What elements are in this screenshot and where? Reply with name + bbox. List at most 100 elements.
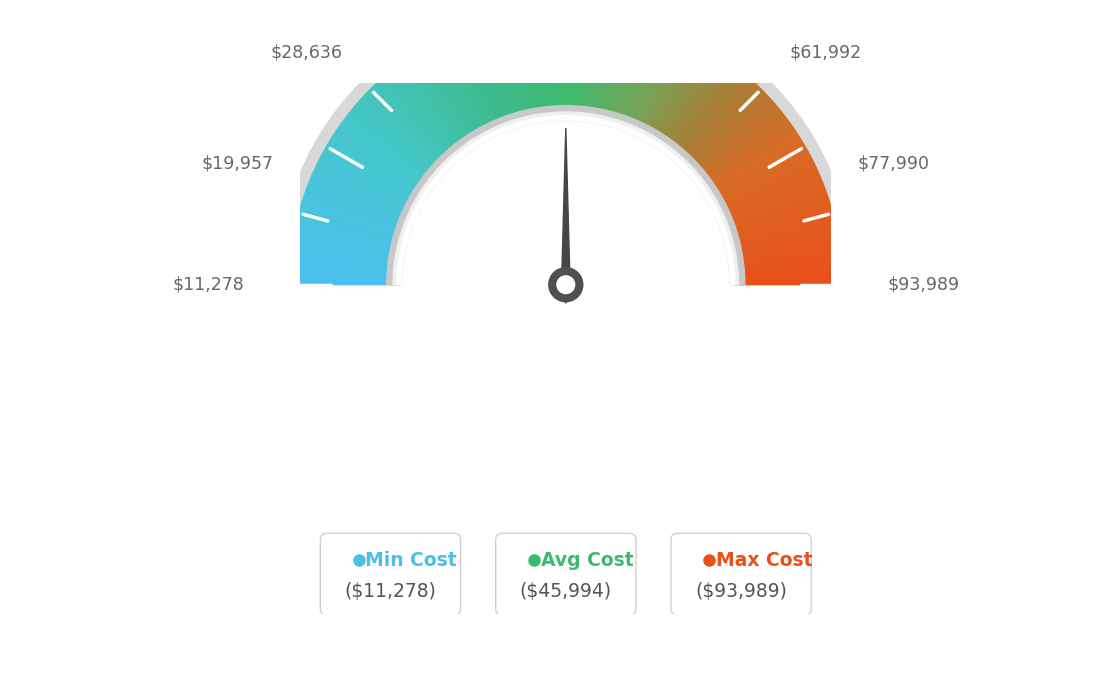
Wedge shape xyxy=(666,65,735,155)
Text: ($45,994): ($45,994) xyxy=(520,582,612,601)
Wedge shape xyxy=(320,157,420,210)
Wedge shape xyxy=(626,28,670,132)
Wedge shape xyxy=(702,130,796,194)
Wedge shape xyxy=(308,183,413,226)
Wedge shape xyxy=(696,115,786,185)
Wedge shape xyxy=(585,10,601,121)
Wedge shape xyxy=(379,79,456,164)
Wedge shape xyxy=(715,170,818,218)
Wedge shape xyxy=(289,270,402,278)
Polygon shape xyxy=(562,128,570,285)
Wedge shape xyxy=(433,41,488,140)
Wedge shape xyxy=(338,127,431,192)
Wedge shape xyxy=(361,98,445,175)
Wedge shape xyxy=(295,230,404,254)
Wedge shape xyxy=(328,141,425,201)
Wedge shape xyxy=(325,146,423,204)
Wedge shape xyxy=(672,74,746,160)
Wedge shape xyxy=(576,9,586,121)
Wedge shape xyxy=(677,81,755,165)
Wedge shape xyxy=(475,23,513,129)
Wedge shape xyxy=(645,43,701,141)
Wedge shape xyxy=(310,177,414,222)
Wedge shape xyxy=(396,65,466,155)
Wedge shape xyxy=(534,10,549,121)
Wedge shape xyxy=(730,264,841,275)
Wedge shape xyxy=(593,12,615,123)
Wedge shape xyxy=(290,256,402,269)
Wedge shape xyxy=(668,68,740,157)
Wedge shape xyxy=(357,102,443,177)
Wedge shape xyxy=(392,68,464,157)
Text: Avg Cost: Avg Cost xyxy=(541,551,634,570)
Wedge shape xyxy=(701,127,794,192)
Wedge shape xyxy=(615,21,651,128)
Wedge shape xyxy=(730,253,840,268)
Wedge shape xyxy=(586,10,603,121)
Wedge shape xyxy=(682,89,763,170)
Wedge shape xyxy=(729,244,839,262)
Wedge shape xyxy=(725,213,834,244)
Wedge shape xyxy=(714,167,817,216)
Wedge shape xyxy=(571,8,577,120)
Wedge shape xyxy=(726,221,836,249)
Wedge shape xyxy=(531,10,546,121)
Text: Max Cost: Max Cost xyxy=(716,551,813,570)
Wedge shape xyxy=(718,177,821,222)
Wedge shape xyxy=(723,202,830,237)
Wedge shape xyxy=(329,139,426,199)
Wedge shape xyxy=(680,86,760,167)
Wedge shape xyxy=(707,141,804,201)
Wedge shape xyxy=(394,66,465,156)
Wedge shape xyxy=(699,122,790,189)
Wedge shape xyxy=(372,86,452,167)
Wedge shape xyxy=(713,162,815,213)
Text: $61,992: $61,992 xyxy=(789,43,861,61)
Wedge shape xyxy=(681,88,761,168)
Wedge shape xyxy=(598,14,624,124)
Text: $77,990: $77,990 xyxy=(858,155,930,172)
Wedge shape xyxy=(658,56,723,150)
Wedge shape xyxy=(611,19,643,126)
Wedge shape xyxy=(517,12,539,123)
Wedge shape xyxy=(688,100,773,176)
Wedge shape xyxy=(729,239,839,259)
Wedge shape xyxy=(344,118,435,186)
Wedge shape xyxy=(304,194,411,232)
Wedge shape xyxy=(601,14,626,124)
Text: $11,278: $11,278 xyxy=(172,276,244,294)
Wedge shape xyxy=(608,18,640,126)
Wedge shape xyxy=(554,8,561,120)
Wedge shape xyxy=(709,149,808,206)
Wedge shape xyxy=(393,112,739,285)
Wedge shape xyxy=(649,47,709,144)
FancyBboxPatch shape xyxy=(671,533,811,615)
Wedge shape xyxy=(729,241,839,261)
Wedge shape xyxy=(396,116,735,285)
Wedge shape xyxy=(293,239,403,259)
Wedge shape xyxy=(673,75,749,161)
Wedge shape xyxy=(290,259,402,271)
Wedge shape xyxy=(573,9,581,120)
Wedge shape xyxy=(456,30,502,134)
Wedge shape xyxy=(383,75,458,161)
Wedge shape xyxy=(705,139,803,199)
Wedge shape xyxy=(708,144,805,202)
Wedge shape xyxy=(359,100,444,176)
Wedge shape xyxy=(385,74,459,160)
Wedge shape xyxy=(719,180,822,224)
Wedge shape xyxy=(583,10,597,121)
Wedge shape xyxy=(697,118,787,186)
Wedge shape xyxy=(719,183,824,226)
Wedge shape xyxy=(661,59,729,151)
Wedge shape xyxy=(656,53,719,148)
Wedge shape xyxy=(537,10,550,121)
Wedge shape xyxy=(489,19,521,126)
Wedge shape xyxy=(406,58,471,150)
Wedge shape xyxy=(729,247,840,264)
Wedge shape xyxy=(686,96,769,173)
Wedge shape xyxy=(647,44,704,142)
Wedge shape xyxy=(495,17,524,126)
Wedge shape xyxy=(290,264,402,275)
Wedge shape xyxy=(297,216,406,246)
